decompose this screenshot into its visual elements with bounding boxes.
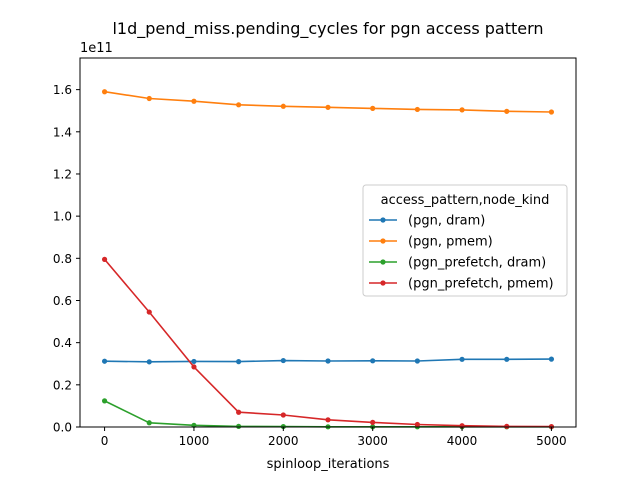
- legend: access_pattern,node_kind (pgn, dram) (pgn…: [362, 184, 568, 297]
- data-point: [548, 109, 555, 115]
- legend-label: (pgn_prefetch, dram): [408, 256, 546, 271]
- x-tick-label: 3000: [357, 434, 388, 448]
- data-point: [325, 417, 331, 423]
- data-point: [370, 419, 376, 425]
- series-line: [104, 400, 552, 428]
- legend-entry: (pgn_prefetch, pmem): [369, 277, 554, 292]
- data-point: [101, 398, 108, 404]
- series-3: [101, 256, 555, 430]
- data-point: [101, 358, 108, 364]
- data-point: [370, 358, 376, 364]
- data-point: [459, 107, 465, 113]
- data-point: [548, 356, 555, 362]
- legend-marker: [380, 259, 386, 265]
- legend-title: access_pattern,node_kind: [381, 193, 550, 208]
- legend-marker: [380, 238, 386, 244]
- legend-marker: [380, 217, 386, 223]
- data-point: [101, 89, 108, 95]
- data-point: [280, 412, 286, 418]
- y-axis-ticks: 0.0 0.2 0.4 0.6 0.8 1.0 1.2 1.4 1.6: [53, 83, 80, 435]
- y-tick-label: 0.8: [53, 252, 72, 266]
- data-point: [280, 357, 286, 364]
- y-tick-label: 0.4: [53, 336, 72, 350]
- legend-entry: (pgn, pmem): [369, 235, 493, 250]
- series-2: [101, 398, 555, 430]
- data-point: [414, 106, 420, 113]
- legend-entry: (pgn, dram): [369, 214, 485, 229]
- y-tick-label: 0.2: [53, 378, 72, 392]
- data-point: [236, 423, 242, 429]
- data-point: [236, 102, 242, 108]
- x-tick-label: 1000: [179, 434, 210, 448]
- y-tick-label: 1.4: [53, 125, 72, 139]
- data-point: [504, 423, 510, 429]
- data-point: [414, 421, 420, 428]
- legend-label: (pgn, pmem): [408, 235, 493, 250]
- series-1: [101, 89, 555, 115]
- data-point: [370, 105, 376, 111]
- data-point: [414, 358, 420, 364]
- data-point: [236, 409, 242, 415]
- y-tick-label: 0.0: [53, 421, 72, 435]
- series-0: [101, 356, 555, 365]
- legend-entry: (pgn_prefetch, dram): [369, 256, 546, 271]
- x-tick-label: 0: [101, 434, 109, 448]
- data-point: [146, 95, 152, 102]
- legend-box: [362, 184, 568, 297]
- x-tick-label: 2000: [268, 434, 299, 448]
- x-tick-label: 5000: [536, 434, 567, 448]
- data-point: [191, 364, 197, 370]
- data-point: [191, 98, 197, 104]
- x-tick-label: 4000: [447, 434, 478, 448]
- y-tick-label: 0.6: [53, 294, 72, 308]
- data-point: [504, 356, 510, 362]
- y-tick-label: 1.6: [53, 83, 72, 97]
- data-point: [325, 104, 331, 110]
- y-axis-offset-label: 1e11: [80, 41, 113, 56]
- data-point: [325, 358, 331, 364]
- legend-label: (pgn_prefetch, pmem): [408, 277, 554, 292]
- data-point: [280, 103, 286, 109]
- legend-label: (pgn, dram): [408, 214, 485, 229]
- data-point: [146, 420, 152, 426]
- legend-marker: [380, 280, 386, 286]
- data-point: [191, 358, 197, 365]
- y-tick-label: 1.2: [53, 167, 72, 181]
- y-tick-label: 1.0: [53, 210, 72, 224]
- data-point: [236, 359, 242, 365]
- data-point: [101, 256, 108, 262]
- data-point: [504, 108, 510, 114]
- chart-title: l1d_pend_miss.pending_cycles for pgn acc…: [112, 19, 543, 39]
- plot-area-frame: [79, 57, 577, 428]
- data-point: [146, 309, 152, 315]
- x-axis-label: spinloop_iterations: [267, 457, 390, 472]
- x-axis-ticks: 0 1000 2000 3000 4000 5000: [101, 427, 567, 448]
- data-point: [146, 359, 152, 365]
- data-point: [459, 356, 465, 362]
